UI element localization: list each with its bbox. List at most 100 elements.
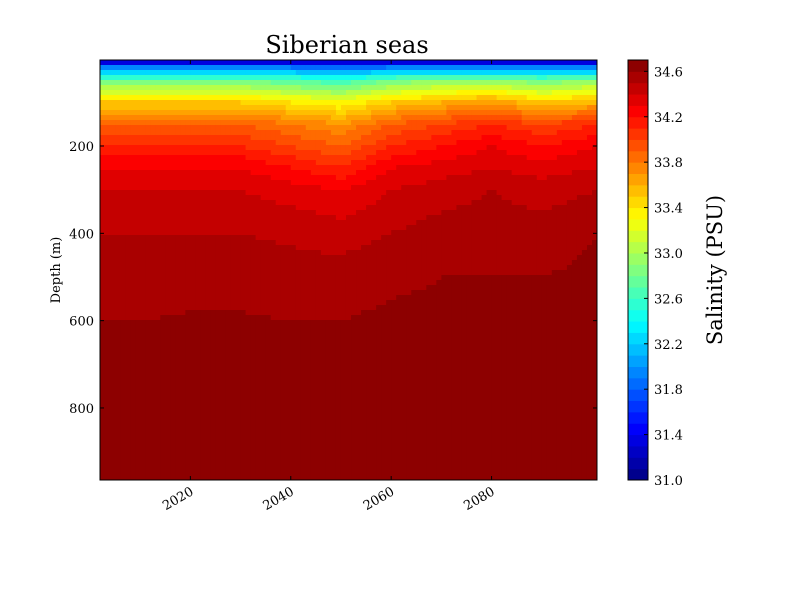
contour-cell [571,125,578,131]
contour-cell [466,245,473,251]
contour-cell [275,235,282,241]
contour-cell [511,305,518,311]
contour-cell [110,235,116,241]
contour-cell [516,165,523,171]
contour-cell [586,105,593,111]
contour-cell [230,150,237,156]
contour-cell [235,255,242,261]
contour-cell [285,290,292,296]
contour-cell [501,235,508,241]
contour-cell [275,290,282,296]
contour-cell [305,80,312,86]
contour-cell [130,140,136,146]
contour-cell [416,255,422,261]
contour-cell [135,230,141,236]
contour-cell [240,265,247,271]
contour-cell [165,250,171,256]
contour-cell [481,85,488,91]
contour-cell [145,110,151,116]
contour-cell [270,130,277,136]
contour-cell [416,250,422,256]
contour-cell [265,65,272,71]
contour-cell [265,145,272,151]
contour-cell [300,60,307,66]
contour-cell [371,135,377,141]
contour-cell [536,225,543,231]
contour-cell [210,60,217,66]
contour-cell [466,265,473,271]
contour-cell [546,70,553,76]
contour-cell [386,120,392,126]
contour-cell [571,95,578,101]
contour-cell [325,170,332,176]
contour-cell [421,85,427,91]
contour-cell [335,75,342,81]
contour-cell [330,115,337,121]
contour-cell [270,180,277,186]
contour-cell [285,100,292,106]
contour-cell [275,240,282,246]
contour-cell [586,290,593,296]
contour-cell [120,210,126,216]
contour-cell [335,215,342,221]
contour-cell [335,100,342,106]
contour-cell [516,290,523,296]
contour-cell [506,180,513,186]
contour-cell [320,245,327,251]
contour-cell [285,140,292,146]
contour-cell [471,175,478,181]
contour-cell [175,130,181,136]
contour-cell [160,135,166,141]
contour-cell [456,185,463,191]
contour-cell [110,135,116,141]
contour-cell [275,140,282,146]
contour-cell [125,285,131,291]
contour-cell [431,75,437,81]
contour-cell [255,210,262,216]
contour-cell [506,65,513,71]
contour-cell [486,115,493,121]
contour-cell [115,175,121,181]
contour-cell [456,210,463,216]
contour-cell [225,200,232,206]
contour-cell [351,145,357,151]
contour-cell [546,230,553,236]
contour-cell [366,245,372,251]
contour-cell [290,60,297,66]
contour-cell [225,110,232,116]
contour-cell [125,225,131,231]
contour-cell [315,255,322,261]
contour-cell [220,240,227,246]
contour-cell [356,100,362,106]
contour-cell [441,200,447,206]
contour-cell [220,230,227,236]
contour-cell [406,90,412,96]
contour-cell [330,245,337,251]
contour-cell [366,290,372,296]
contour-cell [506,265,513,271]
contour-cell [531,135,538,141]
contour-cell [185,235,191,241]
contour-cell [170,230,176,236]
contour-cell [160,285,166,291]
contour-cell [195,240,201,246]
contour-cell [165,110,171,116]
contour-cell [295,70,302,76]
contour-cell [215,185,222,191]
contour-cell [411,240,417,246]
contour-cell [165,285,171,291]
contour-cell [205,65,212,71]
contour-cell [456,110,463,116]
contour-cell [205,240,212,246]
contour-cell [155,280,161,286]
contour-cell [581,235,588,241]
contour-cell [320,310,327,316]
contour-cell [195,310,201,316]
contour-cell [386,80,392,86]
contour-cell [330,265,337,271]
contour-cell [305,170,312,176]
contour-cell [416,160,422,166]
contour-cell [396,110,402,116]
contour-cell [275,265,282,271]
contour-cell [345,290,352,296]
